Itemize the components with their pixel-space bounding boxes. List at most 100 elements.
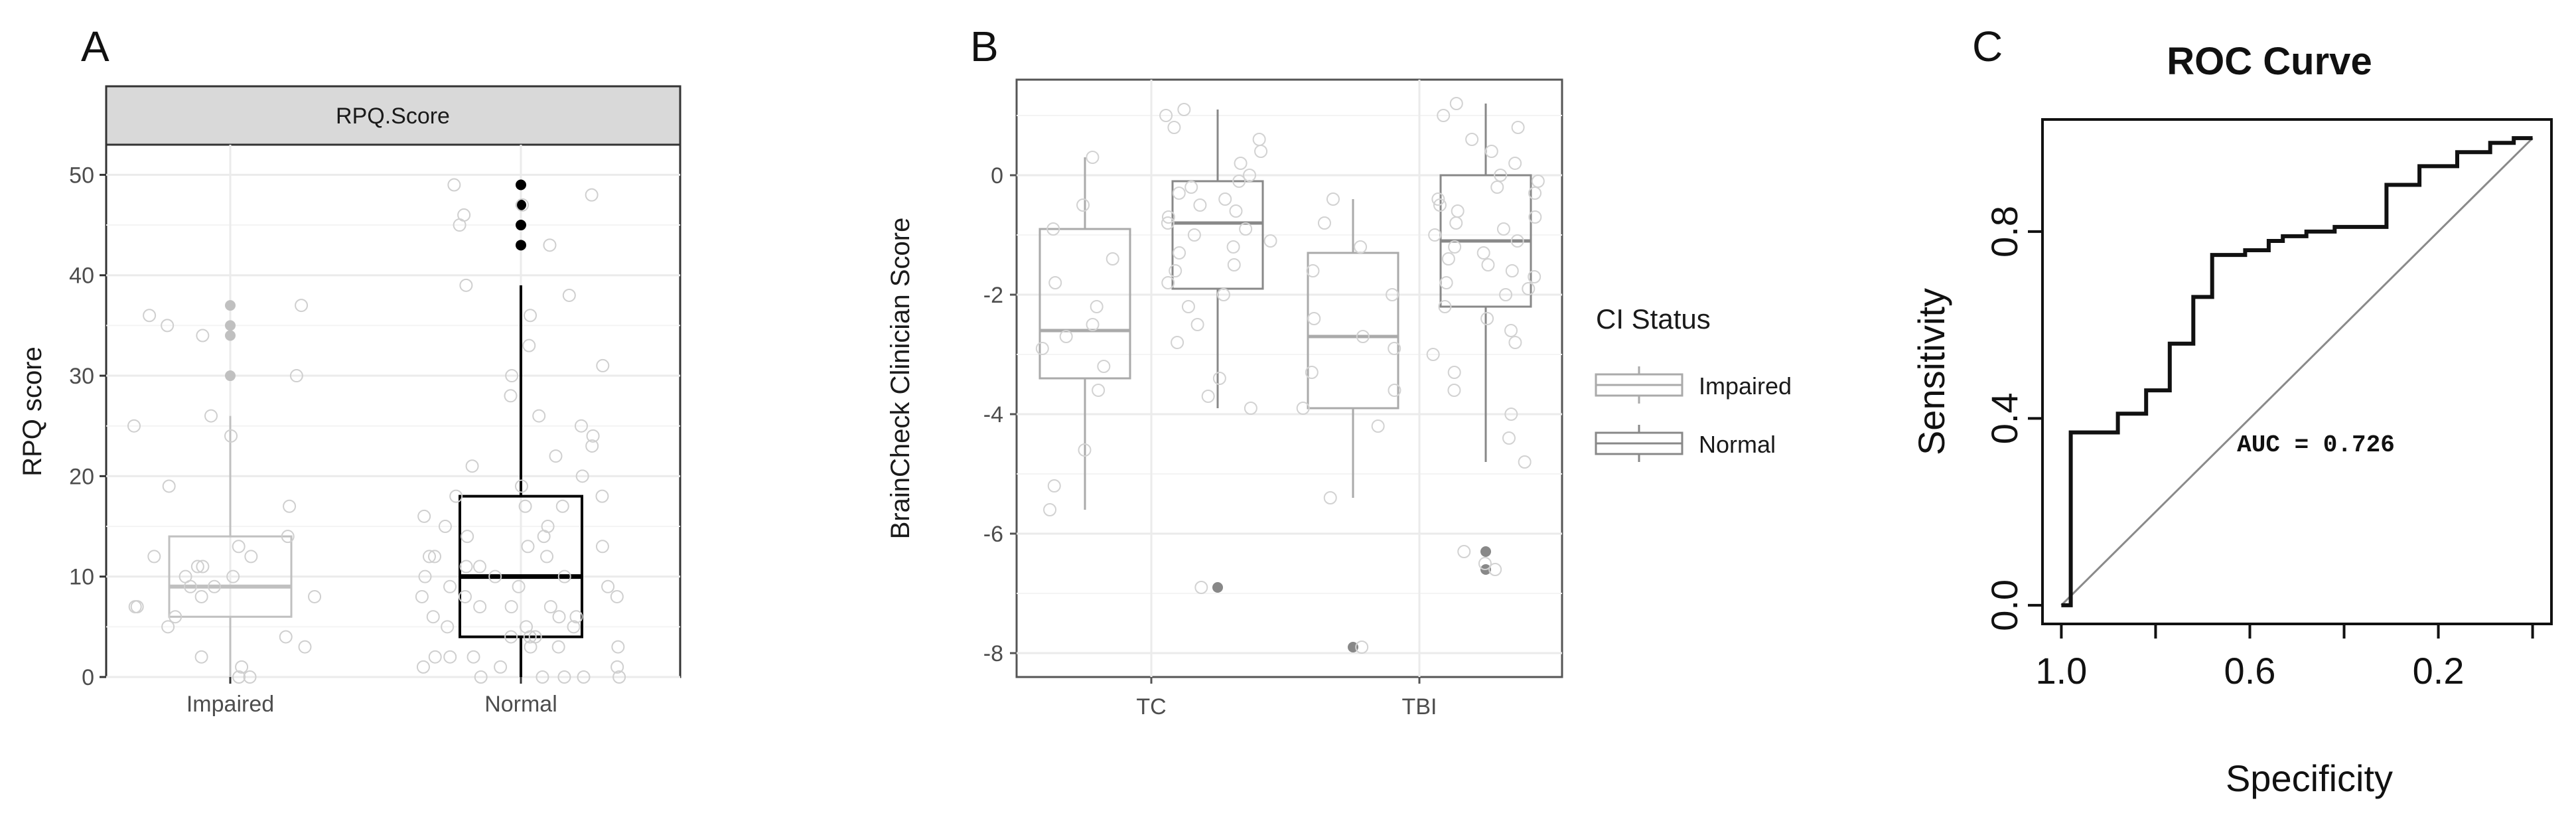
panel-c-roc: ROC Curve 0.0 0.4 0.8 1.0 0.6 0.2 AUC = 0.72… — [1910, 40, 2553, 799]
a-data-point — [472, 560, 486, 573]
a-data-point — [457, 208, 471, 222]
a-data-point — [611, 640, 625, 654]
a-data-point — [426, 610, 440, 624]
b-data-point — [1194, 581, 1208, 594]
a-data-point — [504, 389, 518, 403]
panel-b-boxplot: -8 -6 -4 -2 0 TC TBI BrainCheck Clinician Sco… — [886, 78, 1792, 719]
a-data-point — [543, 238, 557, 252]
b-data-point — [1171, 336, 1184, 349]
b-data-point — [1161, 216, 1175, 230]
a-data-point — [504, 630, 518, 644]
b-data-point — [1092, 384, 1106, 397]
b-ytick-label: -2 — [983, 283, 1003, 308]
b-data-point — [1508, 157, 1522, 170]
b-data-point — [1097, 360, 1111, 373]
a-data-point — [283, 499, 297, 513]
b-ytick-label: -4 — [983, 402, 1003, 427]
b-data-point — [1227, 258, 1241, 271]
a-data-point — [518, 499, 532, 513]
panel-letter-c: C — [1972, 23, 2003, 70]
b-data-point — [1090, 300, 1104, 313]
legend-key-normal — [1595, 425, 1683, 462]
a-data-point — [179, 569, 192, 583]
a-ytick-label: 10 — [69, 565, 94, 590]
b-data-point — [1494, 169, 1508, 182]
a-data-point — [601, 579, 615, 593]
a-box — [168, 535, 293, 618]
b-data-point — [1499, 288, 1513, 301]
a-data-point — [443, 579, 457, 593]
b-outlier — [1480, 546, 1491, 557]
b-data-point — [1505, 264, 1519, 277]
b-data-point — [1187, 228, 1201, 242]
b-data-point — [1047, 479, 1061, 492]
a-ytick-label: 30 — [69, 364, 94, 389]
b-data-point — [1046, 222, 1060, 236]
panel-letter-a: A — [81, 23, 109, 70]
b-box — [1307, 252, 1399, 410]
a-data-point — [465, 459, 479, 473]
a-data-point — [289, 369, 303, 383]
a-data-point — [441, 620, 455, 634]
b-data-point — [1356, 330, 1370, 343]
a-outlier — [516, 199, 526, 210]
b-data-point — [1232, 175, 1246, 188]
a-data-point — [586, 429, 600, 443]
a-data-point — [428, 650, 442, 664]
a-data-point — [281, 530, 295, 544]
b-data-point — [1510, 234, 1524, 248]
b-data-point — [1371, 419, 1385, 433]
b-xtick-label: TC — [1136, 694, 1166, 719]
panel-c-x-axis-title: Specificity — [2226, 757, 2393, 799]
b-data-point — [1234, 157, 1248, 170]
a-data-point — [447, 178, 461, 192]
b-data-point — [1263, 234, 1277, 248]
a-data-point — [161, 620, 175, 634]
b-data-point — [1465, 133, 1479, 146]
b-data-point — [1306, 264, 1320, 277]
b-data-point — [1522, 282, 1536, 295]
a-ytick-label: 40 — [69, 264, 94, 289]
b-data-point — [1496, 222, 1510, 236]
a-data-point — [562, 288, 576, 302]
b-data-point — [1480, 312, 1494, 325]
b-data-point — [1531, 175, 1545, 188]
panel-a-y-axis-title: RPQ score — [18, 346, 47, 477]
legend-item-normal: Normal — [1699, 431, 1776, 458]
a-data-point — [423, 550, 437, 564]
b-data-point — [1441, 252, 1455, 265]
a-data-point — [494, 660, 508, 674]
a-data-point — [466, 650, 480, 664]
b-data-point — [1447, 366, 1461, 379]
b-ytick-label: -6 — [983, 522, 1003, 547]
a-data-point — [194, 650, 208, 664]
a-data-point — [243, 670, 257, 684]
a-data-point — [143, 309, 157, 323]
a-data-point — [569, 610, 583, 624]
a-data-point — [295, 299, 309, 313]
a-data-point — [162, 479, 176, 493]
a-data-point — [610, 660, 624, 674]
b-data-point — [1043, 503, 1057, 516]
a-data-point — [459, 560, 473, 573]
roc-reference-line — [2060, 137, 2534, 606]
b-data-point — [1172, 187, 1186, 200]
a-data-point — [585, 188, 599, 202]
a-data-point — [504, 600, 518, 614]
a-data-point — [522, 339, 536, 352]
b-data-point — [1078, 443, 1092, 457]
a-data-point — [610, 589, 624, 603]
legend-item-impaired: Impaired — [1699, 372, 1792, 400]
a-outlier — [225, 330, 236, 341]
b-data-point — [1159, 109, 1173, 122]
a-data-point — [596, 358, 610, 372]
b-data-point — [1355, 641, 1369, 654]
b-data-point — [1490, 181, 1504, 194]
a-data-point — [557, 670, 571, 684]
b-data-point — [1307, 312, 1321, 325]
b-data-point — [1511, 121, 1525, 134]
b-data-point — [1323, 491, 1337, 504]
auc-annotation: AUC = 0.726 — [2237, 431, 2395, 459]
a-data-point — [528, 630, 542, 644]
a-data-point — [196, 329, 210, 342]
